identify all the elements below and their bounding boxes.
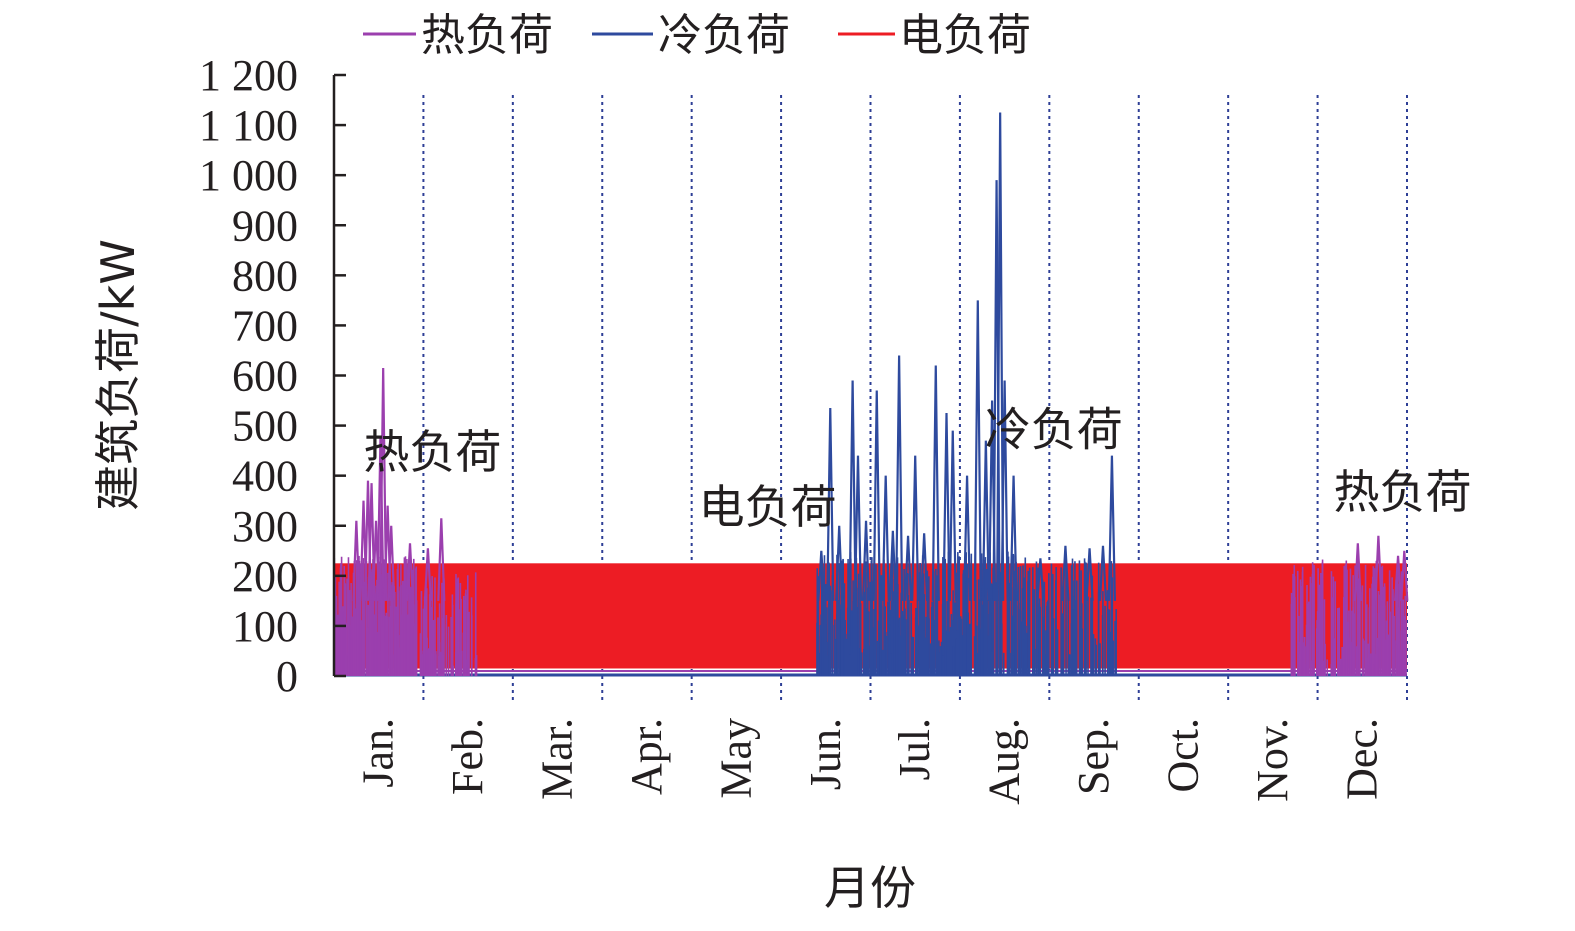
cooling-load-peaks-point (881, 475, 890, 601)
x-tick-label-6: Jun. (801, 718, 850, 790)
heating-load-fill-feb (419, 572, 478, 676)
cooling-load-fill-summer (816, 551, 1028, 676)
y-tick-label: 0 (276, 652, 298, 701)
cooling-load-peaks-point (920, 533, 929, 601)
heating-load-peaks-point (1353, 543, 1362, 601)
heating-load-peaks (352, 367, 1409, 601)
cooling-load-peaks-point (1107, 455, 1117, 601)
x-tick-label-1: Jan. (354, 718, 403, 788)
x-tick-label-4: Apr. (622, 718, 671, 795)
y-axis-title: 建筑负荷/kW (91, 239, 145, 511)
legend-label-1: 热负荷 (421, 10, 553, 61)
y-tick-label: 1 100 (199, 101, 298, 150)
heating-load-peaks-point (387, 525, 396, 601)
cooling-load-peaks-point (1000, 380, 1009, 601)
y-tick-label: 800 (232, 251, 298, 300)
cooling-load-peaks-point (1009, 475, 1018, 601)
heating-load-peaks-point (1400, 550, 1409, 601)
annotation-label-4: 热负荷 (1334, 465, 1472, 519)
legend-label-3: 电负荷 (899, 10, 1031, 61)
heating-load-peaks-point (1374, 535, 1383, 601)
heating-load-peaks-point (376, 435, 385, 601)
y-tick-label: 300 (232, 502, 298, 551)
annotation-label-1: 热负荷 (363, 425, 501, 479)
y-tick-label: 100 (232, 602, 298, 651)
y-tick-label: 1 200 (199, 51, 298, 100)
cooling-load-peaks-point (895, 355, 904, 601)
cooling-load-fill-aug (1027, 558, 1117, 676)
annotation-label-2: 电负荷 (699, 480, 837, 534)
cooling-load-peaks-point (942, 413, 951, 601)
annotation-label-3: 冷负荷 (985, 403, 1123, 457)
cooling-load-peaks-point (948, 430, 957, 601)
cooling-load-peaks-point (931, 365, 940, 601)
legend: 热负荷 冷负荷 电负荷 (363, 10, 1031, 61)
y-tick-label: 1 000 (199, 151, 298, 200)
y-tick-label: 600 (232, 352, 298, 401)
cooling-load-peaks-point (1061, 545, 1070, 601)
heating-load-fill-dec (1290, 559, 1407, 676)
x-tick-label-8: Aug. (980, 718, 1029, 805)
cooling-load-peaks-point (1085, 548, 1094, 601)
cooling-load-peaks-point (973, 300, 982, 601)
cooling-load-peaks-point (835, 525, 844, 601)
heating-load-peaks-point (1393, 555, 1403, 601)
cooling-load-peaks-point (996, 112, 1005, 601)
heating-load-peaks-point (423, 548, 432, 601)
heating-load-peaks-point (379, 367, 388, 601)
cooling-load-peaks-point (1036, 558, 1045, 601)
cooling-load-peaks-point (903, 535, 913, 601)
y-tick-label: 500 (232, 402, 298, 451)
y-tick-label: 400 (232, 452, 298, 501)
plot-area (333, 112, 1409, 677)
y-tick-label: 700 (232, 301, 298, 350)
heating-load-peaks-point (405, 543, 415, 601)
cooling-load-peaks-point (1098, 545, 1108, 601)
x-tick-label-5: May (711, 718, 760, 799)
cooling-load-peaks-point (817, 550, 826, 601)
x-tick-label-10: Oct. (1158, 718, 1207, 793)
x-tick-label-3: Mar. (533, 718, 582, 800)
y-tick-label: 900 (232, 201, 298, 250)
cooling-load-peaks-point (888, 530, 897, 601)
cooling-load-peaks-point (911, 455, 920, 601)
legend-label-2: 冷负荷 (658, 10, 790, 61)
cooling-load-peaks (817, 112, 1117, 601)
cooling-load-peaks-point (826, 408, 835, 601)
cooling-load-peaks-point (853, 455, 863, 601)
x-tick-label-2: Feb. (443, 718, 492, 795)
cooling-load-peaks-point (981, 440, 990, 601)
heating-load-peaks-point (437, 518, 446, 601)
x-axis-title: 月份 (824, 861, 916, 915)
y-tick-label: 200 (232, 552, 298, 601)
x-tick-label-7: Jul. (890, 718, 939, 780)
cooling-load-peaks-point (872, 390, 881, 601)
cooling-load-peaks-point (962, 475, 972, 601)
x-tick-label-11: Nov. (1248, 718, 1297, 802)
heating-load-peaks-point (352, 520, 361, 601)
cooling-load-peaks-point (861, 520, 871, 601)
cooling-load-peaks-point (848, 380, 857, 601)
x-tick-label-9: Sep. (1069, 718, 1118, 795)
x-tick-label-12: Dec. (1337, 718, 1386, 800)
